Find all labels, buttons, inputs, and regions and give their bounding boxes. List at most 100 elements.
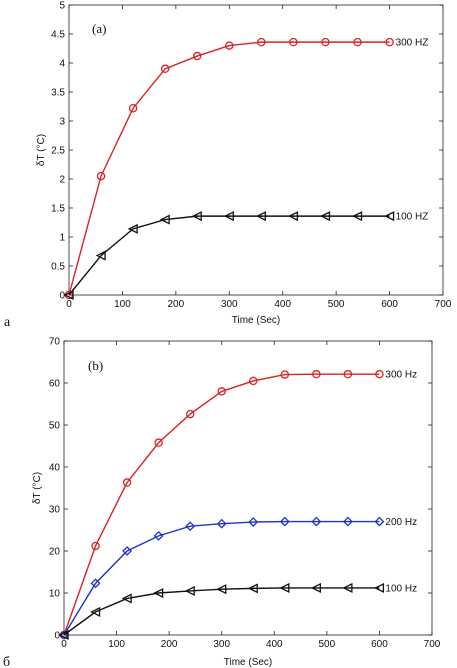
data-point (122, 546, 133, 556)
data-point (321, 37, 330, 47)
y-tick-label: 20 (49, 547, 61, 558)
data-point (247, 583, 258, 594)
y-tick-label: 30 (49, 505, 61, 516)
data-point (342, 582, 353, 594)
data-point (216, 584, 227, 595)
x-tick-label: 400 (266, 639, 283, 650)
y-tick-label: 2.5 (51, 146, 65, 157)
data-point (375, 369, 384, 379)
data-point (122, 478, 132, 487)
series-layer: 300 HZ 100 HZ (63, 37, 429, 301)
y-tick-label: 4 (59, 59, 65, 70)
data-point (154, 438, 163, 447)
data-point (320, 211, 331, 222)
series-layer: 300 Hz 200 Hz 100 Hz (58, 369, 417, 641)
panel-label: (b) (88, 358, 103, 373)
chart-panel-a: 0 100 200 300 400 500 600 700 0 0.5 1 1.5 2 2.5 3 3.5 4… (4, 1, 452, 331)
series-line (63, 373, 380, 636)
plot-frame (63, 340, 433, 636)
y-axis: 0 0.5 1 1.5 2 2.5 3 3.5 4 4.5 5 (51, 1, 443, 302)
data-point (91, 541, 100, 551)
data-point (384, 211, 395, 222)
series-line (68, 41, 390, 296)
data-point (90, 578, 101, 589)
x-tick-label: 300 (213, 639, 230, 650)
x-tick-label: 100 (114, 299, 131, 310)
y-tick-label: 10 (49, 589, 61, 600)
data-point (63, 289, 74, 301)
data-point (216, 518, 227, 529)
data-point (257, 37, 266, 47)
data-point (310, 582, 321, 594)
y-axis-title: δT (°C) (36, 134, 47, 166)
y-tick-label: 50 (49, 421, 61, 432)
data-point (159, 214, 170, 225)
data-point (121, 593, 132, 604)
y-tick-label: 3.5 (51, 88, 65, 99)
x-tick-label: 200 (161, 639, 178, 650)
data-point (279, 516, 290, 527)
data-point (95, 250, 106, 261)
data-point (225, 41, 234, 50)
y-tick-label: 3 (59, 117, 65, 128)
x-axis-title: Time (Sec) (232, 315, 281, 326)
data-point (287, 211, 299, 222)
y-axis: 0 10 20 30 40 50 60 70 (49, 337, 432, 642)
data-point (192, 51, 202, 61)
series-200-hz: 200 Hz (59, 516, 417, 640)
series-100-hz: 100 Hz (58, 582, 417, 641)
y-tick-label: 1 (59, 233, 65, 244)
panel-label: (a) (92, 21, 106, 36)
x-tick-label: 700 (424, 639, 441, 650)
y-tick-label: 4.5 (51, 30, 65, 41)
x-tick-label: 500 (319, 639, 336, 650)
x-axis-title: Time (Sec) (224, 657, 273, 668)
series-line (63, 587, 380, 636)
data-point (289, 37, 298, 47)
series-label: 200 Hz (385, 517, 417, 528)
data-point (223, 211, 234, 222)
y-tick-label: 0.5 (51, 262, 65, 273)
data-point (280, 370, 290, 379)
data-point (191, 211, 202, 222)
x-axis: 0 100 200 300 400 500 600 700 (66, 5, 452, 310)
data-point (255, 211, 266, 222)
data-point (249, 376, 258, 386)
data-point (342, 516, 353, 527)
y-tick-label: 1.5 (51, 204, 65, 215)
data-point (311, 516, 322, 527)
data-point (58, 629, 69, 641)
data-point (385, 37, 394, 47)
data-point (217, 387, 226, 396)
data-point (153, 530, 164, 541)
series-line (68, 215, 390, 296)
x-tick-label: 0 (61, 639, 67, 650)
subfigure-caption: a (4, 315, 11, 330)
series-300-hz: 300 Hz (59, 369, 417, 640)
chart-panel-b: 0 100 200 300 400 500 600 700 0 10 20 30 40 50 60 70 3… (3, 337, 441, 668)
x-tick-label: 600 (371, 639, 388, 650)
data-point (128, 103, 138, 113)
x-tick-label: 700 (435, 299, 452, 310)
series-line (63, 520, 380, 636)
data-point (185, 409, 195, 419)
y-tick-label: 60 (49, 379, 61, 390)
x-tick-label: 100 (108, 639, 125, 650)
data-point (184, 585, 195, 596)
data-point (185, 521, 196, 532)
data-point (90, 606, 101, 617)
series-label: 300 Hz (385, 370, 417, 381)
data-point (160, 64, 170, 74)
data-point (373, 582, 385, 594)
y-tick-label: 5 (59, 1, 65, 12)
subfigure-caption: б (3, 655, 10, 668)
data-point (343, 369, 353, 379)
data-point (279, 582, 290, 594)
x-tick-label: 600 (381, 299, 398, 310)
data-point (153, 587, 164, 599)
y-tick-label: 70 (49, 337, 61, 348)
data-point (127, 223, 138, 234)
data-point (353, 37, 362, 47)
series-label: 100 HZ (396, 212, 429, 223)
data-point (374, 516, 385, 527)
